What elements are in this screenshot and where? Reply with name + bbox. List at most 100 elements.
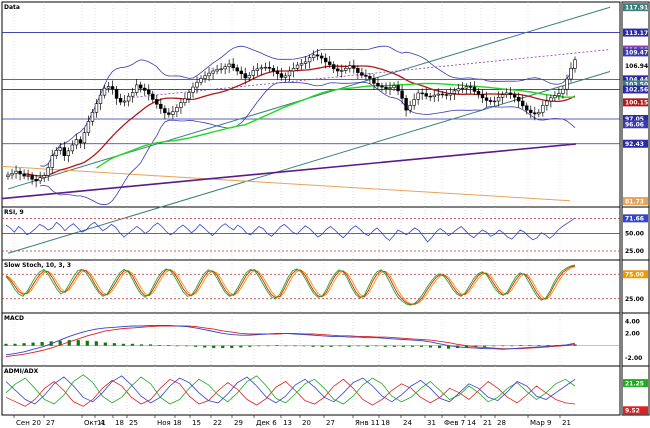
candle [311,50,316,61]
candle-body [251,70,255,76]
candle [259,64,264,76]
candle-body [521,100,525,107]
candle-body [404,98,408,111]
panel-adx: ADMI/ADX [1,365,650,416]
macd-hist-bar [266,345,270,347]
macd-hist-bar [22,343,26,346]
candle [541,100,545,117]
x-tick-label: 22 [213,419,222,427]
macd-hist-bar [356,345,360,347]
macd-chart: 4.00 2.00 -2.00 [2,318,642,362]
level-label: 4.00 [625,318,640,325]
candle [388,81,392,96]
candle [118,93,123,106]
candle-body [118,98,123,103]
price-badge [623,214,648,223]
candle-body [90,111,95,122]
panel-title: ADMI/ADX [4,368,39,375]
macd-hist-bar [103,342,107,346]
candle [147,84,151,101]
candle-body [396,85,400,92]
candle-body [456,88,461,92]
candle [436,88,440,102]
macd-hist-bar [510,345,514,347]
macd-hist-bar [419,345,424,347]
candle [42,172,46,182]
candle [179,98,183,114]
candle-body [380,85,384,88]
candle [380,82,384,92]
candle-body [175,107,179,113]
x-tick-label: 28 [497,419,506,427]
x-tick-label: 11 [97,419,106,427]
x-axis: Сен 20 27 Окт 411 18 25 Ноя 1 8 15 22 29 Дек 6 13 20… [13,415,571,427]
candle [235,64,239,76]
x-tick-label: 29 [234,419,243,427]
candle-body [352,65,356,69]
candle-body [195,81,199,88]
x-tick-label: 24 [403,419,412,427]
candle-body [106,86,111,89]
trend-line-orange [1,165,571,202]
candle-body [263,66,268,69]
candle [332,61,336,74]
candle-body [384,86,388,89]
x-tick-label: 13 [283,419,292,427]
candle [239,66,243,80]
candle [561,86,565,99]
candle [307,54,312,69]
candle [66,147,71,163]
macd-hist-bar [257,345,261,347]
rsi-chart: 71.66 50.00 25.00 [2,214,648,255]
candle-body [291,68,296,72]
candle [291,62,296,78]
candle-body [408,105,412,111]
candle-body [368,76,372,79]
candle [34,174,38,188]
candle [110,80,115,95]
candle-body [328,61,332,65]
candle-body [416,92,420,100]
macd-hist-bar [465,345,469,348]
macd-hist-bar [501,345,505,347]
candle-body [283,75,288,78]
candle-body [235,67,239,72]
candle-body [533,112,537,115]
level-label: 106.94 [625,63,648,70]
candle-body [432,94,436,98]
candle-body [171,111,175,115]
candle-body [569,68,573,80]
channel-lower [7,71,611,254]
macd-hist-bar [329,345,333,347]
candle [340,64,344,78]
candle-body [231,63,235,69]
x-tick-label: Окт 4 [84,419,105,427]
candle-body [143,87,147,91]
candle-body [484,97,489,101]
candle [496,91,501,107]
candles [6,49,577,188]
price-badge [623,28,648,37]
macd-hist-bar [185,345,189,347]
price-badge-label: 100.15 [625,100,648,107]
candle-body [110,86,115,90]
candle-body [508,92,513,95]
price-badge-label: 81.73 [625,198,644,205]
macd-hist-bar [293,345,297,347]
candle-body [6,174,10,177]
candle-body [275,70,280,74]
macd-hist-bar [401,345,405,347]
price-chart: 117.91113.17110.00109.47106.94104.44103.… [1,3,648,254]
price-badge [623,270,648,279]
macd-hist-bar [67,340,71,346]
candle [102,84,107,99]
price-badge-label: 21.25 [625,380,644,387]
panel-title: Slow Stoch, 10, 3, 3 [4,262,71,269]
candle-body [58,147,62,151]
candle [6,171,10,180]
candle-body [517,96,521,102]
candle-body [372,78,376,84]
candle [412,93,416,110]
candle-body [22,173,26,177]
x-tick-label: 31 [427,419,436,427]
